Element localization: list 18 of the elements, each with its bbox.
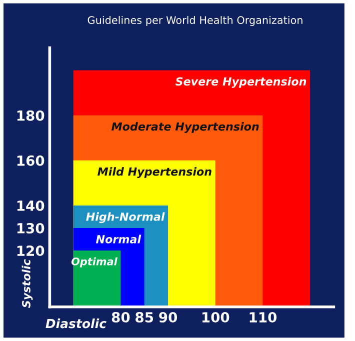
x-tick-label: 110 (250, 312, 277, 323)
y-tick-label: 120 (17, 246, 44, 256)
series-label: Moderate Hypertension (112, 122, 259, 133)
y-tick-label: 180 (17, 110, 44, 121)
y-tick-label: 160 (17, 155, 44, 166)
x-tick-label: 85 (136, 312, 154, 323)
series-label: Severe Hypertension (175, 77, 306, 88)
chart-title: Guidelines per World Health Organization (88, 16, 302, 26)
y-tick-label: 130 (17, 222, 44, 234)
y-tick-label: 140 (17, 200, 44, 211)
x-tick-label: 100 (202, 312, 230, 323)
x-tick-label: 80 (112, 312, 130, 323)
series-label: Normal (96, 234, 142, 244)
series-label: High-Normal (86, 212, 165, 224)
x-tick-label: 90 (159, 312, 178, 323)
y-axis-title: Systolic (22, 259, 33, 308)
series-label: Mild Hypertension (98, 167, 212, 178)
x-axis-title: Diastolic (46, 318, 106, 328)
